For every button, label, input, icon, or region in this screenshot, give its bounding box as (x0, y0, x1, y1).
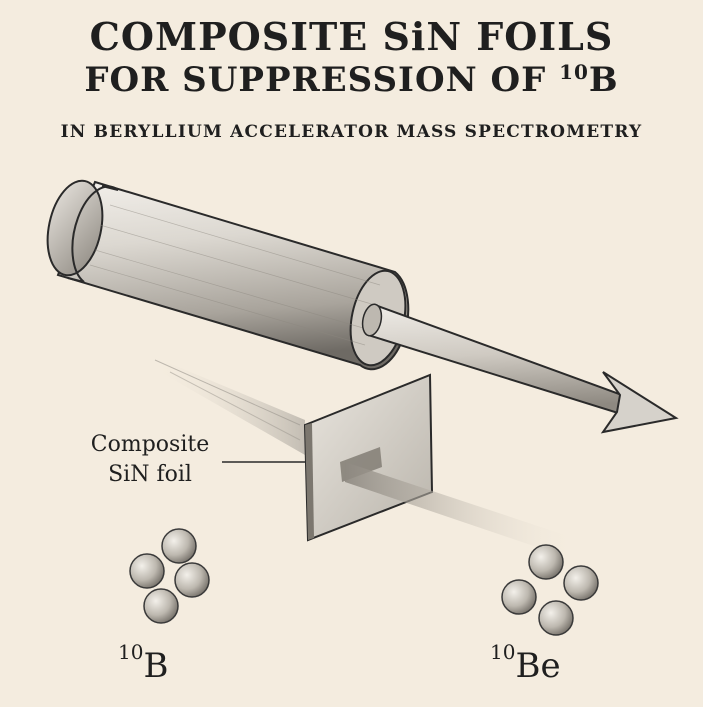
title-element: B (588, 60, 619, 100)
subtitle: IN BERYLLIUM ACCELERATOR MASS SPECTROMET… (60, 122, 643, 142)
beryllium-mass-number: 10 (490, 640, 516, 664)
beryllium-symbol: Be (515, 646, 561, 686)
incoming-beam (150, 355, 305, 455)
outgoing-beam (345, 462, 580, 560)
title-line-1: COMPOSITE SiN FOILS (89, 14, 614, 59)
title-mass-number: 10 (559, 60, 589, 84)
boron-10-cluster (129, 528, 210, 624)
title-line-2: FOR SUPPRESSION OF 10B (0, 60, 703, 100)
foil-label-line-2: SiN foil (108, 462, 192, 487)
beam-arrow (361, 303, 679, 434)
boron-symbol: B (143, 646, 169, 686)
sin-foil (303, 373, 434, 542)
accelerator-tube (46, 179, 410, 371)
beryllium-10-cluster (501, 544, 599, 636)
foil-label-line-1: Composite (90, 432, 210, 457)
foil-label: Composite SiN foil (80, 430, 220, 490)
beryllium-10-label: 10Be (490, 640, 561, 686)
boron-mass-number: 10 (118, 640, 144, 664)
title-line-2-text: FOR SUPPRESSION OF (84, 60, 560, 100)
boron-10-label: 10B (118, 640, 168, 686)
